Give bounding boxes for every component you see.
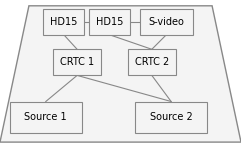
Text: Source 1: Source 1 <box>25 113 67 122</box>
Text: HD15: HD15 <box>50 17 78 27</box>
FancyBboxPatch shape <box>128 49 176 75</box>
FancyBboxPatch shape <box>10 102 82 133</box>
Text: Source 2: Source 2 <box>150 113 193 122</box>
FancyBboxPatch shape <box>43 9 84 35</box>
FancyBboxPatch shape <box>135 102 207 133</box>
Text: HD15: HD15 <box>96 17 123 27</box>
Polygon shape <box>0 6 241 142</box>
FancyBboxPatch shape <box>89 9 130 35</box>
FancyBboxPatch shape <box>140 9 193 35</box>
Text: CRTC 2: CRTC 2 <box>135 57 169 67</box>
Text: CRTC 1: CRTC 1 <box>60 57 94 67</box>
Text: S-video: S-video <box>148 17 184 27</box>
FancyBboxPatch shape <box>53 49 101 75</box>
